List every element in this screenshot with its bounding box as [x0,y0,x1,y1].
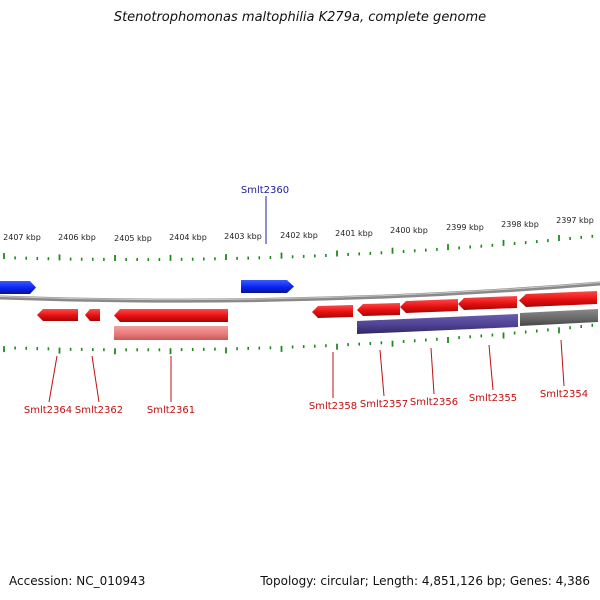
gene-label-smlt2361[interactable]: Smlt2361 [147,405,195,416]
gene-label-smlt2362[interactable]: Smlt2362 [75,405,123,416]
genome-info-text: Topology: circular; Length: 4,851,126 bp… [260,574,590,588]
accession-text: Accession: NC_010943 [9,574,146,588]
scale-label: 2403 kbp [224,232,262,241]
gene-arrow-smlt2356[interactable] [400,299,458,313]
scale-label: 2402 kbp [280,231,318,240]
scale-label: 2398 kbp [501,220,539,229]
scale-label: 2407 kbp [3,233,41,242]
genome-backbone [0,281,600,303]
forward-genes [0,280,294,294]
gene-label-smlt2358[interactable]: Smlt2358 [309,401,357,412]
scale-label: 2404 kbp [169,233,207,242]
scale-label: 2401 kbp [335,229,373,238]
label-leaders [48,196,565,403]
gene-label-smlt2355[interactable]: Smlt2355 [469,393,517,404]
scale-labels: 2407 kbp 2406 kbp 2405 kbp 2404 kbp 2403… [3,216,594,243]
gene-arrow-smlt2354[interactable] [519,291,597,307]
reverse-genes [37,291,598,340]
gene-label-smlt2356[interactable]: Smlt2356 [410,397,458,408]
gene-arrow-forward[interactable] [0,281,36,294]
gene-arrow-smlt2357[interactable] [357,303,400,316]
scale-ticks-lower [3,323,594,355]
gene-arrow-smlt2358[interactable] [312,305,353,318]
gene-label-smlt2360[interactable]: Smlt2360 [241,185,289,196]
gene-arrow-forward-smlt2360[interactable] [241,280,294,293]
scale-label: 2406 kbp [58,233,96,242]
map-title: Stenotrophomonas maltophilia K279a, comp… [113,10,487,25]
genome-backbone-highlight [0,282,600,301]
gray-feature[interactable] [520,309,598,326]
scale-label: 2397 kbp [556,216,594,225]
scale-label: 2400 kbp [390,226,428,235]
gene-arrow-smlt2364[interactable] [37,309,78,321]
gene-arrow-smlt2362[interactable] [85,309,100,321]
gene-arrow-smlt2361[interactable] [114,309,228,322]
scale-ticks-upper [3,234,594,261]
gene-labels: Smlt2360 Smlt2364 Smlt2362 Smlt2361 Smlt… [24,185,588,416]
purple-feature[interactable] [357,314,518,334]
gene-label-smlt2354[interactable]: Smlt2354 [540,389,588,400]
scale-label: 2405 kbp [114,234,152,243]
gene-label-smlt2357[interactable]: Smlt2357 [360,399,408,410]
pseudo-feature-smlt2361[interactable] [114,326,228,340]
scale-label: 2399 kbp [446,223,484,232]
gene-arrow-smlt2355[interactable] [458,296,517,310]
gene-label-smlt2364[interactable]: Smlt2364 [24,405,72,416]
